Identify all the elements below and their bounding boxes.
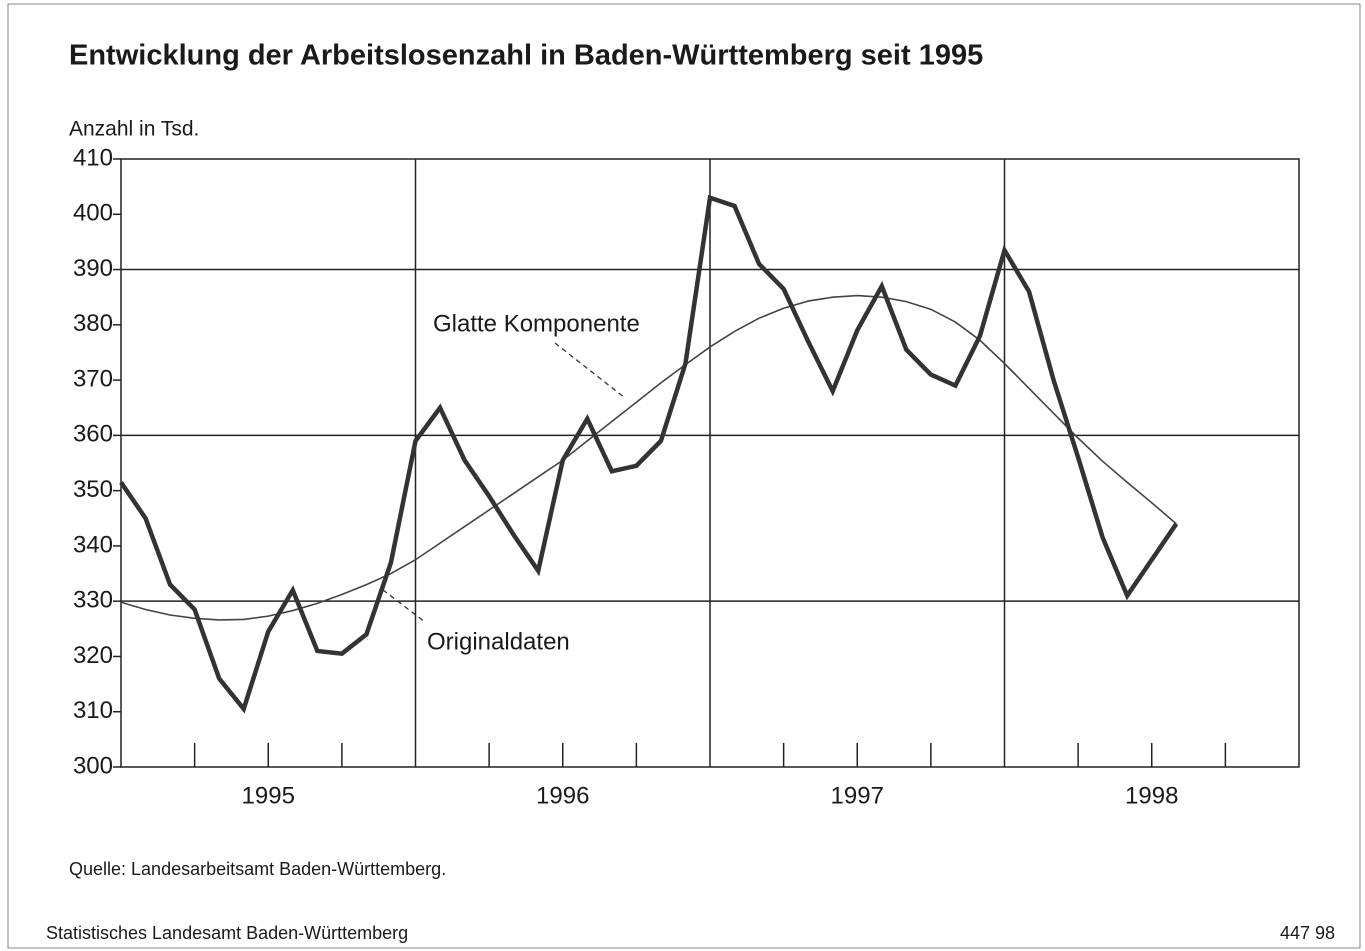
annotation-leader: [382, 589, 426, 623]
x-tick-label: 1998: [1125, 782, 1178, 809]
y-tick-label: 330: [73, 587, 113, 614]
y-tick-label: 340: [73, 531, 113, 558]
source: Quelle: Landesarbeitsamt Baden-Württembe…: [69, 859, 446, 879]
y-tick-label: 400: [73, 200, 113, 227]
annotation: Originaldaten: [427, 628, 570, 655]
footer-right: 447 98: [1280, 923, 1335, 943]
y-tick-label: 310: [73, 697, 113, 724]
data-line: [119, 194, 1179, 714]
x-tick-label: 1996: [536, 782, 589, 809]
data-line: [120, 294, 1177, 621]
page-frame: [7, 3, 1361, 949]
x-tick-label: 1997: [831, 782, 884, 809]
y-tick-label: 410: [73, 144, 113, 171]
annotation: Glatte Komponente: [433, 310, 640, 337]
y-axis-label: Anzahl in Tsd.: [69, 118, 199, 141]
y-tick-label: 380: [73, 310, 113, 337]
x-tick-label: 1995: [242, 782, 295, 809]
y-tick-label: 300: [73, 752, 113, 779]
y-tick-label: 390: [73, 255, 113, 282]
y-tick-label: 360: [73, 421, 113, 448]
y-tick-label: 320: [73, 642, 113, 669]
annotation-leader: [554, 342, 626, 399]
y-tick-label: 370: [73, 365, 113, 392]
y-tick-label: 350: [73, 476, 113, 503]
chart-title: Entwicklung der Arbeitslosenzahl in Bade…: [69, 40, 983, 72]
footer-left: Statistisches Landesamt Baden-Württember…: [46, 923, 408, 943]
